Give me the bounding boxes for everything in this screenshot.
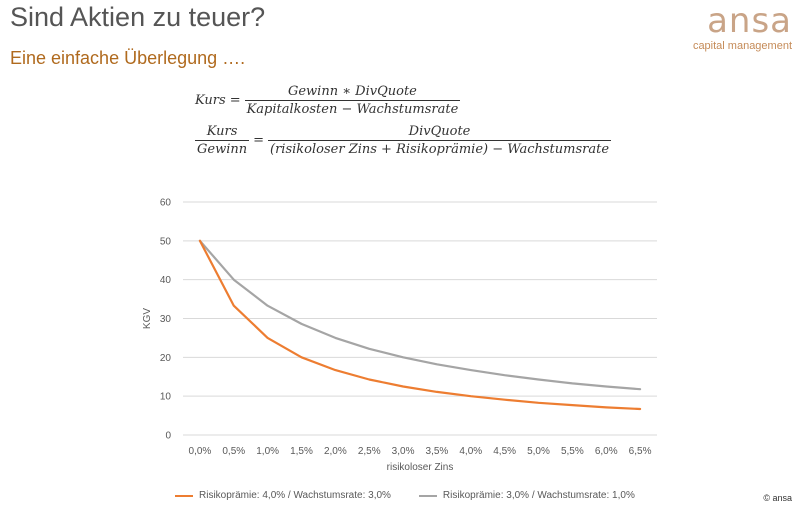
y-tick-label: 0 xyxy=(165,431,171,442)
x-tick-label: 5,5% xyxy=(561,446,584,457)
copyright-text: © ansa xyxy=(763,493,792,503)
formula-lhs-denominator: Gewinn xyxy=(195,140,250,157)
x-tick-label: 3,5% xyxy=(426,446,449,457)
x-tick-label: 4,5% xyxy=(493,446,516,457)
legend-item: Risikoprämie: 3,0% / Wachstumsrate: 1,0% xyxy=(418,490,635,501)
logo-word: ansa xyxy=(707,1,792,41)
chart-legend: Risikoprämie: 4,0% / Wachstumsrate: 3,0%… xyxy=(175,490,663,501)
x-tick-label: 5,0% xyxy=(527,446,550,457)
legend-item: Risikoprämie: 4,0% / Wachstumsrate: 3,0% xyxy=(175,490,391,501)
logo-subtitle: capital management xyxy=(692,40,792,52)
y-axis-title: KGV xyxy=(142,308,153,329)
formula-lhs-numerator: Kurs xyxy=(206,124,238,139)
formula-fraction: Gewinn ∗ DivQuote Kapitalkosten − Wachstu… xyxy=(244,84,461,117)
x-tick-label: 6,5% xyxy=(629,446,652,457)
x-tick-label: 4,0% xyxy=(459,446,482,457)
y-tick-label: 50 xyxy=(160,236,172,247)
formula-denominator: Kapitalkosten − Wachstumsrate xyxy=(244,100,461,117)
legend-label: Risikoprämie: 4,0% / Wachstumsrate: 3,0% xyxy=(199,490,391,501)
x-axis-ticks: 0,0% 0,5% 1,0% 1,5% 2,0% 2,5% 3,0% 3,5% 4,0% 4,5%… xyxy=(189,446,652,457)
formula-numerator: DivQuote xyxy=(408,124,471,139)
y-tick-label: 20 xyxy=(160,353,172,364)
legend-label: Risikoprämie: 3,0% / Wachstumsrate: 1,0% xyxy=(442,490,635,501)
legend-swatch xyxy=(418,494,437,497)
slide-subtitle: Eine einfache Überlegung …. xyxy=(10,48,246,68)
formula-kgv: Kurs Gewinn = DivQuote (risikoloser Zins + R… xyxy=(195,124,612,157)
series-line xyxy=(198,239,642,391)
grid xyxy=(183,201,657,436)
formula-lhs: Kurs xyxy=(195,93,226,108)
formula-denominator: (risikoloser Zins + Risikoprämie) − Wach… xyxy=(268,140,612,157)
formula-lhs-fraction: Kurs Gewinn xyxy=(195,124,250,157)
x-tick-label: 1,5% xyxy=(290,446,313,457)
y-tick-label: 30 xyxy=(160,314,172,325)
y-tick-label: 10 xyxy=(160,392,172,403)
formula-fraction: DivQuote (risikoloser Zins + Risikoprämie… xyxy=(268,124,612,157)
x-tick-label: 0,5% xyxy=(222,446,245,457)
formula-numerator: Gewinn ∗ DivQuote xyxy=(287,84,417,99)
x-tick-label: 2,0% xyxy=(324,446,347,457)
y-tick-label: 60 xyxy=(160,198,172,209)
x-tick-label: 6,0% xyxy=(595,446,618,457)
formula-equals: = xyxy=(229,93,241,108)
series-lines xyxy=(198,239,642,411)
x-tick-label: 1,0% xyxy=(256,446,279,457)
series-line xyxy=(198,239,642,411)
y-axis-ticks: 0 10 20 30 40 50 60 xyxy=(160,198,172,442)
x-tick-label: 0,0% xyxy=(189,446,212,457)
ansa-logo: ansa capital management xyxy=(693,4,792,52)
x-axis-title: risikoloser Zins xyxy=(387,462,454,473)
x-tick-label: 2,5% xyxy=(358,446,381,457)
y-tick-label: 40 xyxy=(160,275,172,286)
x-tick-label: 3,0% xyxy=(392,446,415,457)
slide-title: Sind Aktien zu teuer? xyxy=(10,2,266,32)
formula-equals: = xyxy=(253,133,265,148)
legend-swatch xyxy=(175,494,193,497)
formula-kurs: Kurs = Gewinn ∗ DivQuote Kapitalkosten − Wa… xyxy=(195,84,461,117)
